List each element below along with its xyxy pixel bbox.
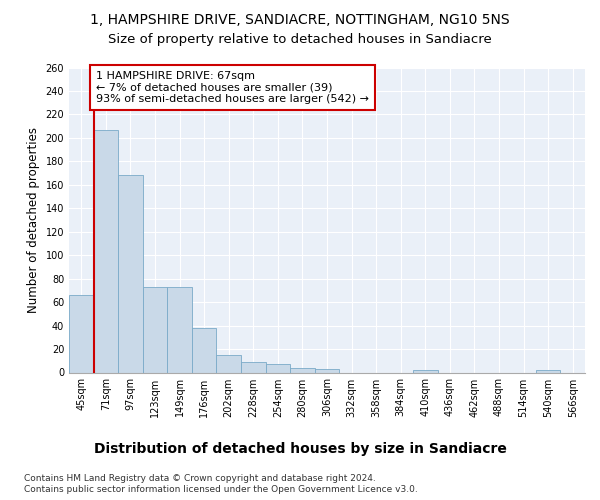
Text: 1 HAMPSHIRE DRIVE: 67sqm
← 7% of detached houses are smaller (39)
93% of semi-de: 1 HAMPSHIRE DRIVE: 67sqm ← 7% of detache… xyxy=(96,71,369,104)
Bar xyxy=(536,370,560,372)
Bar xyxy=(94,130,118,372)
Bar xyxy=(192,328,217,372)
Text: 1, HAMPSHIRE DRIVE, SANDIACRE, NOTTINGHAM, NG10 5NS: 1, HAMPSHIRE DRIVE, SANDIACRE, NOTTINGHA… xyxy=(90,12,510,26)
Bar xyxy=(315,369,339,372)
Bar xyxy=(143,287,167,372)
Bar xyxy=(290,368,315,372)
Text: Size of property relative to detached houses in Sandiacre: Size of property relative to detached ho… xyxy=(108,32,492,46)
Bar xyxy=(167,287,192,372)
Bar xyxy=(69,295,94,372)
Bar xyxy=(217,355,241,372)
Text: Contains HM Land Registry data © Crown copyright and database right 2024.: Contains HM Land Registry data © Crown c… xyxy=(24,474,376,483)
Text: Distribution of detached houses by size in Sandiacre: Distribution of detached houses by size … xyxy=(94,442,506,456)
Bar xyxy=(413,370,437,372)
Bar xyxy=(266,364,290,372)
Y-axis label: Number of detached properties: Number of detached properties xyxy=(27,127,40,313)
Bar xyxy=(241,362,266,372)
Text: Contains public sector information licensed under the Open Government Licence v3: Contains public sector information licen… xyxy=(24,485,418,494)
Bar xyxy=(118,176,143,372)
